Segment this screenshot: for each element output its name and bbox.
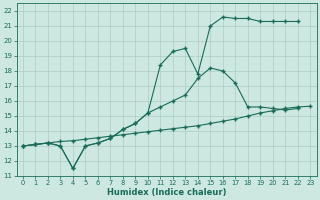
X-axis label: Humidex (Indice chaleur): Humidex (Indice chaleur) <box>107 188 226 197</box>
